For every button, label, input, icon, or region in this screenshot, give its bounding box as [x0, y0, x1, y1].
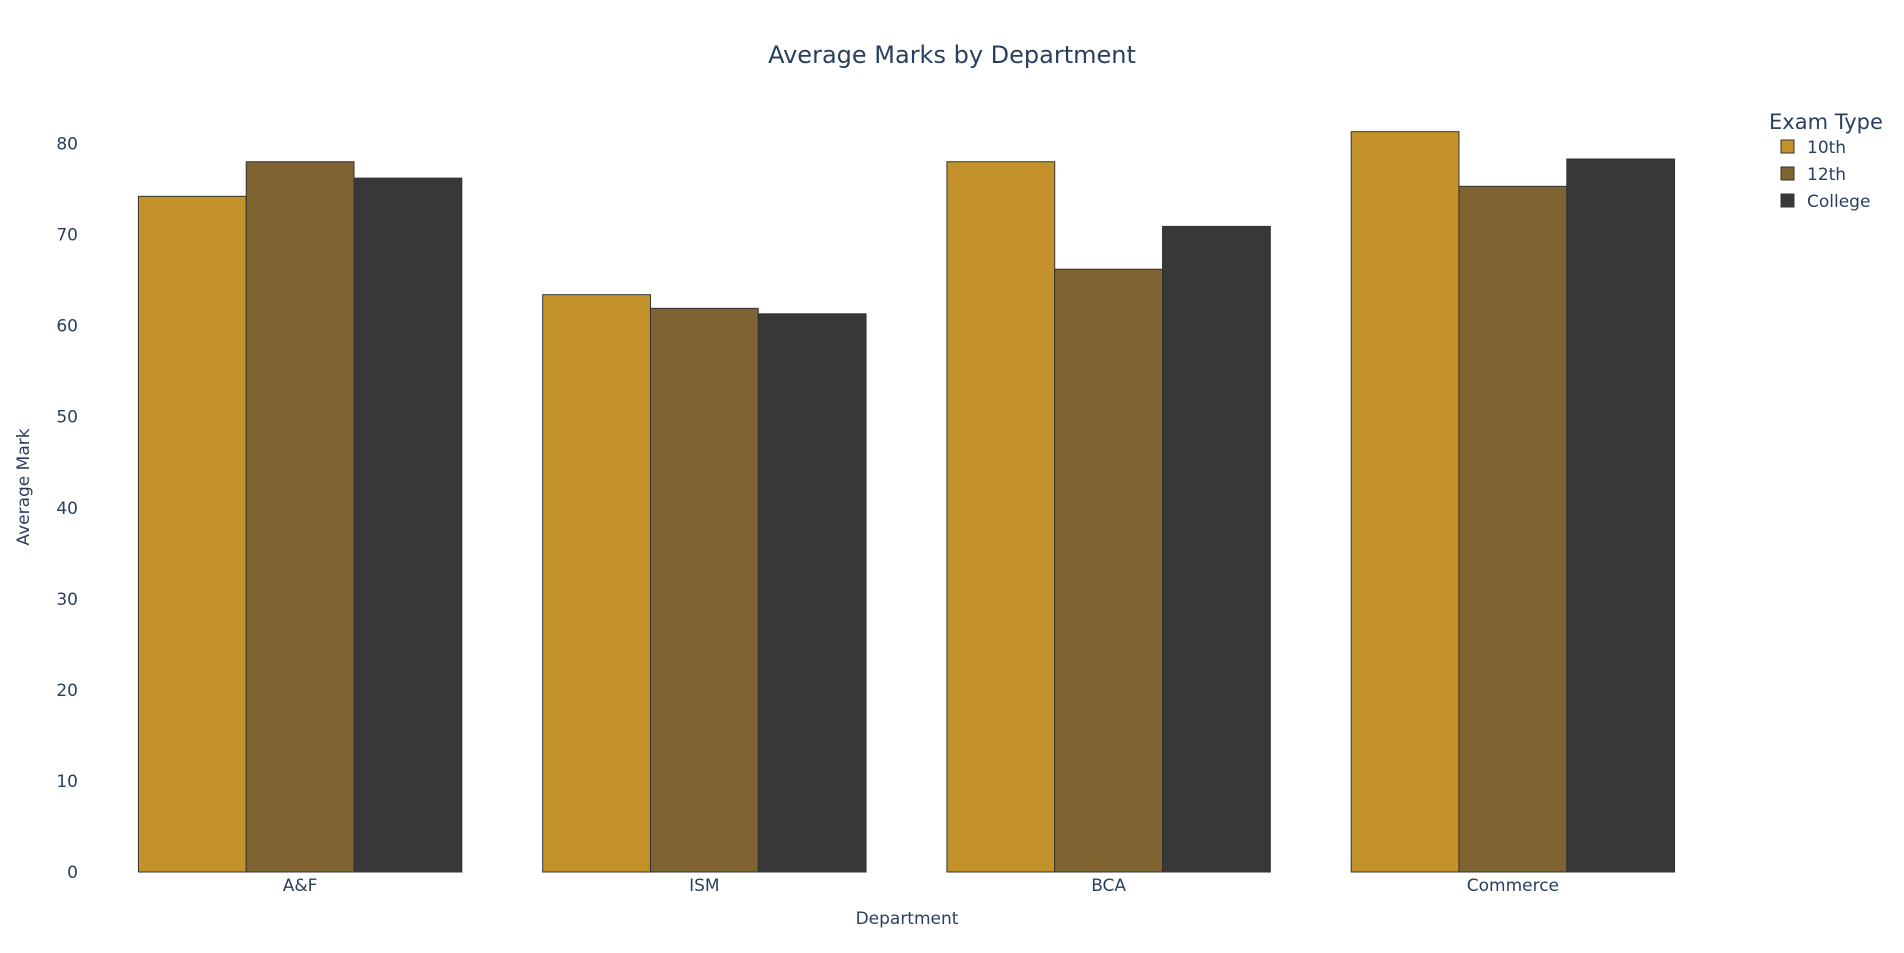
- y-tick-label: 10: [56, 772, 78, 792]
- y-tick-label: 70: [56, 226, 78, 246]
- x-tick-label: ISM: [689, 876, 719, 896]
- y-tick-label: 40: [56, 499, 78, 519]
- x-tick-label: BCA: [1091, 876, 1126, 896]
- bar: [1566, 158, 1676, 873]
- legend-swatch: [1780, 166, 1795, 181]
- bar: [1054, 268, 1164, 873]
- x-tick-label: A&F: [283, 876, 318, 896]
- legend-label: College: [1807, 192, 1870, 212]
- bar: [1162, 225, 1271, 873]
- x-axis-title: Department: [856, 909, 959, 929]
- legend-label: 12th: [1807, 165, 1846, 185]
- bar: [1458, 185, 1568, 873]
- bars-group: [137, 131, 1676, 873]
- y-tick-label: 80: [56, 135, 78, 155]
- y-axis: 0 10 20 30 40 50 60 70 80: [56, 135, 78, 883]
- legend-swatch: [1780, 139, 1795, 154]
- y-axis-title: Average Mark: [14, 428, 34, 545]
- bar: [649, 307, 759, 873]
- y-tick-label: 0: [67, 863, 78, 883]
- y-tick-label: 50: [56, 408, 78, 428]
- bar: [245, 161, 355, 873]
- legend: Exam Type 10th 12th College: [1769, 110, 1883, 212]
- bar: [946, 161, 1056, 873]
- x-tick-label: Commerce: [1467, 876, 1559, 896]
- chart-title: Average Marks by Department: [768, 41, 1136, 69]
- bar: [1350, 131, 1460, 873]
- legend-title: Exam Type: [1769, 110, 1883, 134]
- x-axis: A&F ISM BCA Commerce: [283, 876, 1559, 896]
- y-tick-label: 30: [56, 590, 78, 610]
- legend-swatch: [1780, 193, 1795, 208]
- legend-label: 10th: [1807, 138, 1846, 158]
- bar: [137, 195, 247, 873]
- y-tick-label: 60: [56, 317, 78, 337]
- bar: [757, 313, 867, 873]
- bar: [542, 294, 651, 873]
- bar: [353, 177, 463, 873]
- y-tick-label: 20: [56, 681, 78, 701]
